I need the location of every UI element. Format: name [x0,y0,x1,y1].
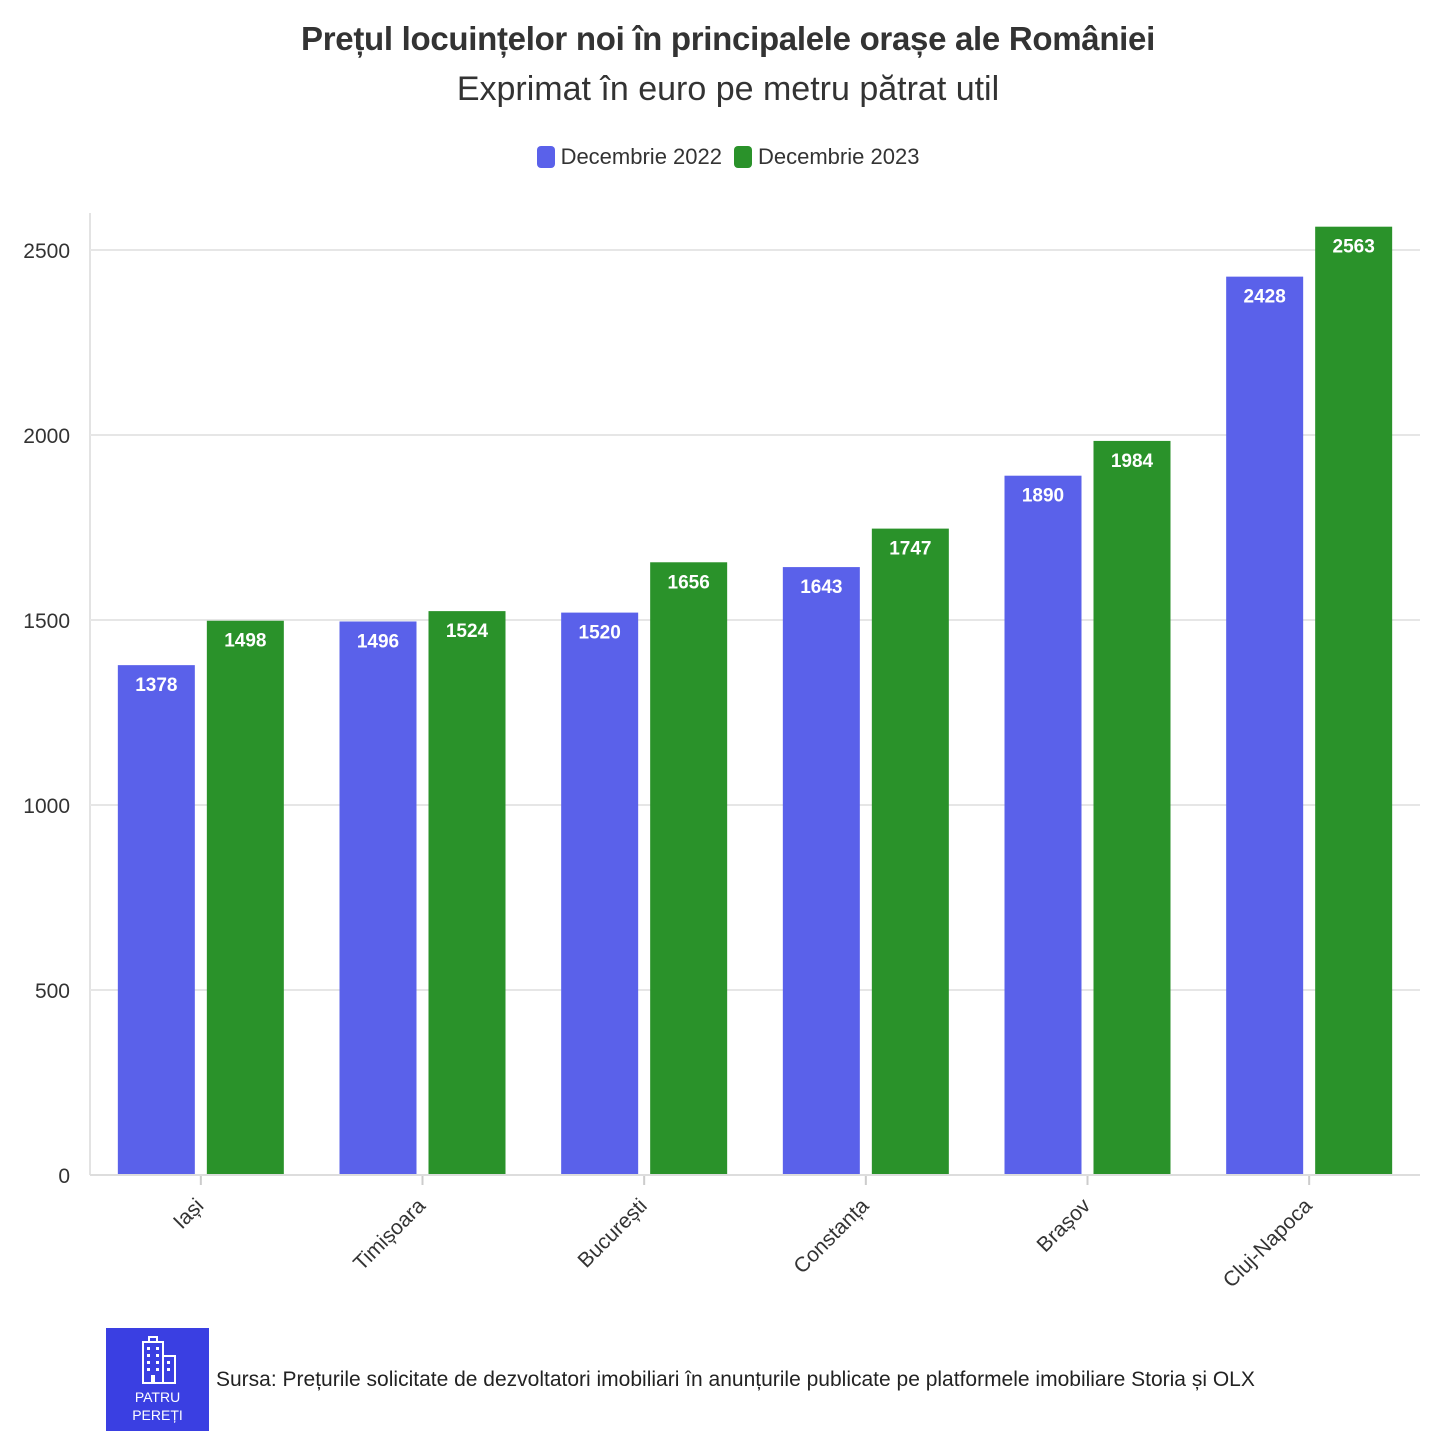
chart-subtitle: Exprimat în euro pe metru pătrat util [456,70,1000,108]
bar [206,620,284,1175]
bar [1226,276,1304,1175]
data-label: 1496 [357,631,399,652]
bar [428,611,506,1175]
bar [1315,226,1393,1175]
x-tick-label: Cluj-Napoca [1219,1194,1317,1292]
bar [871,528,949,1175]
logo[interactable]: PATRU PEREȚI [106,1328,209,1431]
x-tick-label: Constanța [789,1194,873,1278]
data-label: 1747 [889,539,931,560]
bar-chart: 0 500 1000 1500 2000 2500 1378 1498 1496 1524 152… [23,213,1420,1292]
legend-swatch-2023 [734,146,752,168]
data-label: 1378 [135,675,177,696]
data-labels: 1378 1498 1496 1524 1520 1656 1643 1747 1890 1984… [133,235,1377,698]
bar [650,562,728,1175]
y-tick-label: 0 [58,1165,70,1188]
chart-title: Prețul locuințelor noi în principalele o… [301,20,1155,57]
bar [117,665,195,1175]
legend-item-2022[interactable]: Decembrie 2022 [536,144,722,170]
x-axis: Iași Timișoara București Constanța Brașov Clu… [90,1174,1420,1292]
bar [782,567,860,1175]
x-tick-label: Brașov [1033,1194,1096,1257]
data-label: 1524 [446,621,489,642]
x-tick-label: Timișoara [349,1194,430,1275]
data-label: 1520 [579,623,621,644]
data-label: 2428 [1244,287,1286,308]
logo-text-line1: PATRU [134,1389,181,1405]
x-tick-label: București [574,1194,652,1272]
y-tick-label: 1500 [23,610,70,633]
source-note: Sursa: Prețurile solicitate de dezvoltat… [216,1368,1255,1391]
grid-lines [89,213,1420,1176]
building-icon [142,1336,176,1384]
legend: Decembrie 2022 Decembrie 2023 [0,144,1456,170]
legend-item-2023[interactable]: Decembrie 2023 [734,144,919,170]
bar [339,621,417,1175]
logo-text-line2: PEREȚI [132,1407,183,1423]
data-label: 1656 [668,572,710,593]
legend-label-2022: Decembrie 2022 [560,144,722,169]
legend-swatch-2022 [536,146,555,168]
y-tick-label: 2000 [23,425,70,448]
bars [117,226,1393,1175]
y-tick-label: 500 [35,980,70,1003]
footer: PATRU PEREȚI Sursa: Prețurile solicitate… [106,1328,1366,1431]
y-tick-label: 1000 [23,795,70,818]
data-label: 1890 [1022,486,1064,507]
bar [561,612,639,1175]
y-tick-label: 2500 [23,240,70,263]
y-axis: 0 500 1000 1500 2000 2500 [23,240,70,1188]
bar [1093,440,1171,1175]
data-label: 1984 [1111,451,1154,472]
x-tick-label: Iași [169,1194,208,1233]
data-label: 1643 [800,577,842,598]
legend-label-2023: Decembrie 2023 [758,144,920,169]
bar [1004,475,1082,1175]
data-label: 1498 [224,631,266,652]
data-label: 2563 [1333,237,1375,258]
